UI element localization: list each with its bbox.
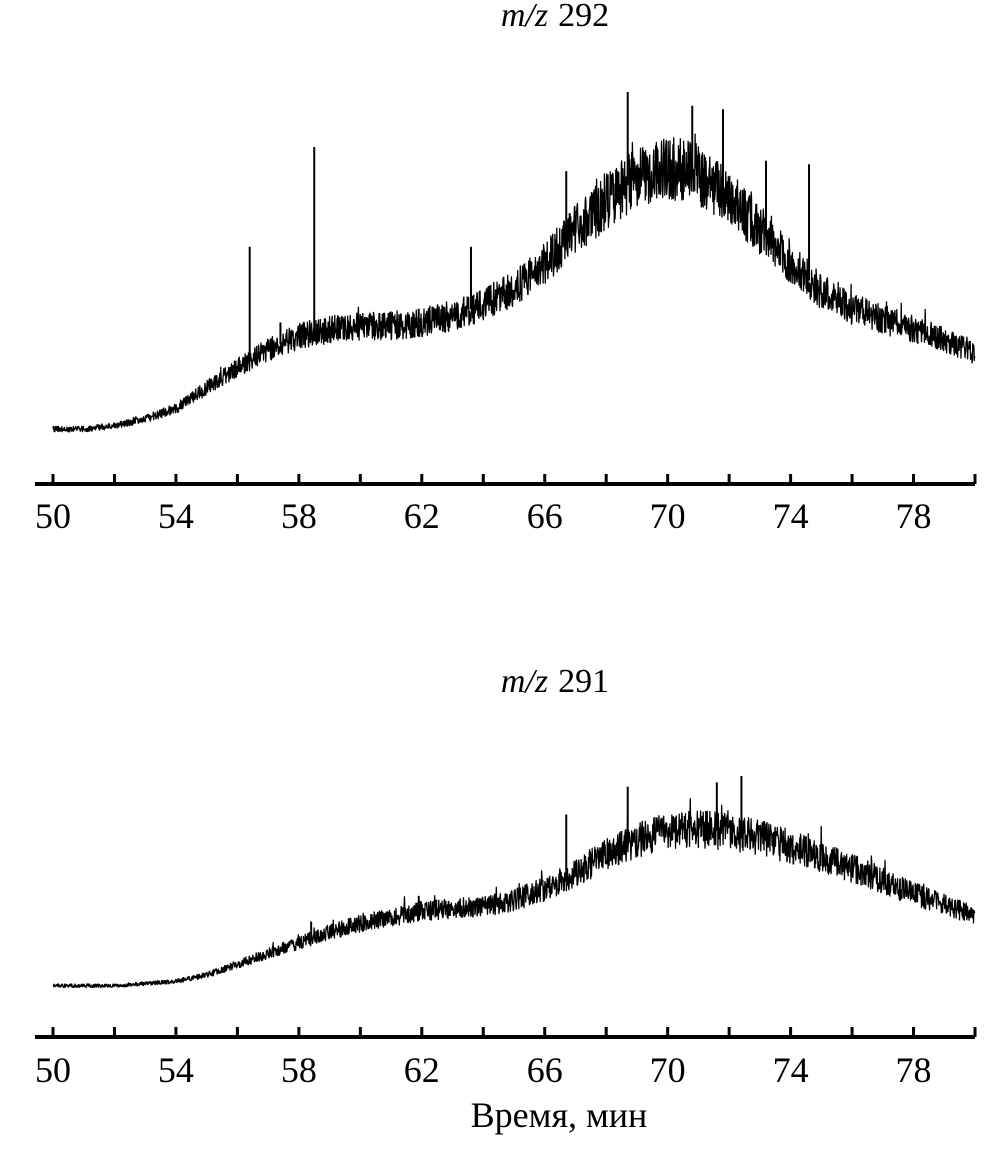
- x-tick-label: 62: [404, 1050, 440, 1090]
- chromatogram-panel-mz292: m/z 292 50 54 58 62 66 70 74 78: [35, 0, 977, 536]
- x-axis-title: Время, мин: [471, 1095, 648, 1135]
- x-tick-label: 54: [158, 1050, 194, 1090]
- panel-title-prefix: m/z: [501, 663, 548, 700]
- series-trace: [52, 133, 976, 433]
- x-tick-label: 74: [773, 496, 809, 536]
- x-tick-label: 58: [281, 1050, 317, 1090]
- x-tick-label: 70: [650, 1050, 686, 1090]
- chromatogram-panel-mz291: m/z 291 50 54 58 62 66 70 74 78: [35, 663, 977, 1090]
- x-tick-label: 78: [896, 1050, 932, 1090]
- x-tick-label: 50: [35, 1050, 71, 1090]
- x-tick-label: 66: [527, 1050, 563, 1090]
- x-tick-label: 78: [896, 496, 932, 536]
- x-tick-label: 74: [773, 1050, 809, 1090]
- x-tick-label: 50: [35, 496, 71, 536]
- x-tick-label: 70: [650, 496, 686, 536]
- panel-title-mass: 291: [558, 663, 609, 700]
- series-trace: [52, 798, 976, 989]
- x-tick-label: 54: [158, 496, 194, 536]
- panel-title-mz292: m/z 292: [501, 0, 609, 34]
- x-tick-label: 62: [404, 496, 440, 536]
- panel-title-mass: 292: [558, 0, 609, 34]
- panel-title-mz291: m/z 291: [501, 663, 609, 700]
- panel-title-prefix: m/z: [501, 0, 548, 34]
- x-tick-label: 58: [281, 496, 317, 536]
- x-tick-label: 66: [527, 496, 563, 536]
